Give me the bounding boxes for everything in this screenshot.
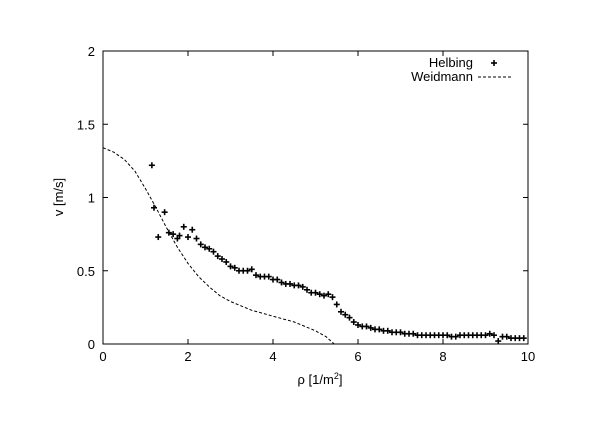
- helbing-point: [248, 266, 255, 273]
- helbing-point: [355, 321, 361, 328]
- helbing-point: [231, 264, 238, 271]
- x-axis-label: ρ [1/m2]: [298, 371, 343, 387]
- y-tick-label: 0.5: [77, 264, 95, 279]
- x-axis-label-main: ρ [1/m: [298, 372, 334, 387]
- x-axis-label-sup: 2: [334, 371, 339, 381]
- helbing-point: [189, 226, 196, 233]
- y-tick-label: 2: [88, 44, 95, 59]
- helbing-point: [503, 333, 510, 340]
- y-tick-label: 1.5: [77, 117, 95, 132]
- x-tick-label: 2: [184, 349, 191, 364]
- helbing-point: [185, 234, 191, 241]
- x-tick-label: 4: [269, 349, 276, 364]
- helbing-point: [161, 209, 168, 216]
- legend-label-weidmann: Weidmann: [411, 69, 473, 84]
- helbing-point: [325, 291, 332, 298]
- helbing-point: [410, 330, 417, 337]
- helbing-point: [338, 308, 344, 315]
- legend-marker-helbing: [491, 60, 497, 66]
- legend: Helbing Weidmann: [411, 55, 512, 84]
- helbing-point: [312, 289, 319, 296]
- y-tick-label: 1: [88, 191, 95, 206]
- helbing-point: [486, 330, 493, 337]
- axis-tick-labels: 0 2 4 6 8 10 0 0.5 1 1.5 2: [77, 44, 535, 364]
- helbing-point: [397, 329, 404, 336]
- helbing-point: [265, 273, 272, 280]
- helbing-point: [316, 291, 323, 298]
- helbing-point: [155, 234, 162, 241]
- helbing-point: [206, 245, 213, 252]
- helbing-point: [253, 272, 259, 279]
- x-tick-label: 8: [439, 349, 446, 364]
- series-layer: [102, 147, 527, 345]
- y-tick-label: 0: [88, 337, 95, 352]
- helbing-point: [170, 231, 177, 238]
- x-tick-label: 0: [99, 349, 106, 364]
- helbing-point: [180, 223, 187, 230]
- helbing-point: [299, 283, 306, 290]
- helbing-point: [367, 324, 374, 331]
- helbing-point: [346, 314, 353, 321]
- helbing-point: [342, 311, 349, 318]
- x-tick-label: 10: [521, 349, 535, 364]
- helbing-point: [376, 326, 383, 333]
- y-axis-label: v [m/s]: [51, 178, 66, 216]
- helbing-point: [363, 323, 370, 330]
- helbing-point: [444, 332, 451, 339]
- helbing-point: [193, 235, 200, 242]
- helbing-point: [202, 244, 208, 251]
- helbing-point: [495, 338, 502, 345]
- helbing-point: [452, 333, 459, 340]
- helbing-point: [482, 332, 489, 339]
- helbing-point: [491, 332, 497, 339]
- helbing-point: [219, 256, 225, 263]
- helbing-point: [197, 241, 204, 248]
- helbing-point: [350, 319, 357, 326]
- helbing-point: [148, 162, 155, 169]
- helbing-point: [274, 276, 281, 283]
- helbing-point: [223, 258, 230, 265]
- helbing-point: [304, 286, 310, 293]
- helbing-point: [520, 335, 527, 342]
- helbing-point: [176, 232, 183, 239]
- legend-label-helbing: Helbing: [429, 55, 473, 70]
- x-tick-label: 6: [354, 349, 361, 364]
- helbing-point: [333, 301, 340, 308]
- legend-marks: [478, 60, 512, 78]
- helbing-point: [287, 280, 293, 287]
- x-axis-label-close: ]: [339, 372, 343, 387]
- axis-ticks: [102, 50, 529, 345]
- helbing-point: [295, 282, 302, 289]
- helbing-point: [214, 253, 221, 260]
- weidmann-line: [102, 147, 335, 345]
- helbing-point: [210, 248, 217, 255]
- helbing-point: [278, 279, 285, 286]
- helbing-point: [227, 263, 234, 270]
- helbing-point: [329, 294, 336, 301]
- plot-frame: [102, 50, 529, 345]
- helbing-point: [244, 267, 251, 274]
- helbing-point: [321, 292, 327, 299]
- helbing-point: [384, 327, 391, 334]
